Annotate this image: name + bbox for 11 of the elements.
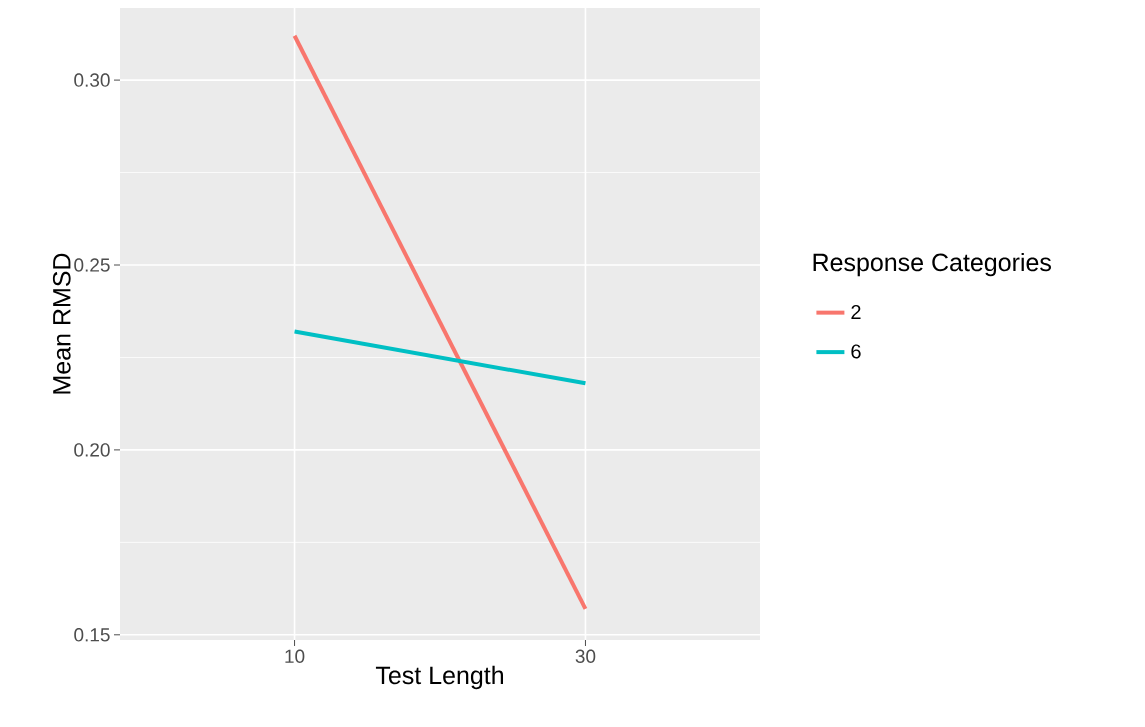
legend-label: 6	[851, 344, 861, 359]
legend-title: Response Categories	[813, 252, 1051, 277]
y-axis-title: Mean RMSD	[52, 253, 71, 394]
y-tick-label: 0.20	[74, 443, 110, 457]
y-tick-label: 0.15	[74, 628, 110, 642]
x-axis-title: Test Length	[375, 665, 504, 690]
x-tick-label: 10	[285, 649, 305, 663]
x-tick-label: 30	[575, 649, 596, 663]
legend-label: 2	[851, 304, 861, 319]
y-tick-label: 0.25	[74, 258, 110, 272]
y-tick-label: 0.30	[74, 73, 110, 87]
